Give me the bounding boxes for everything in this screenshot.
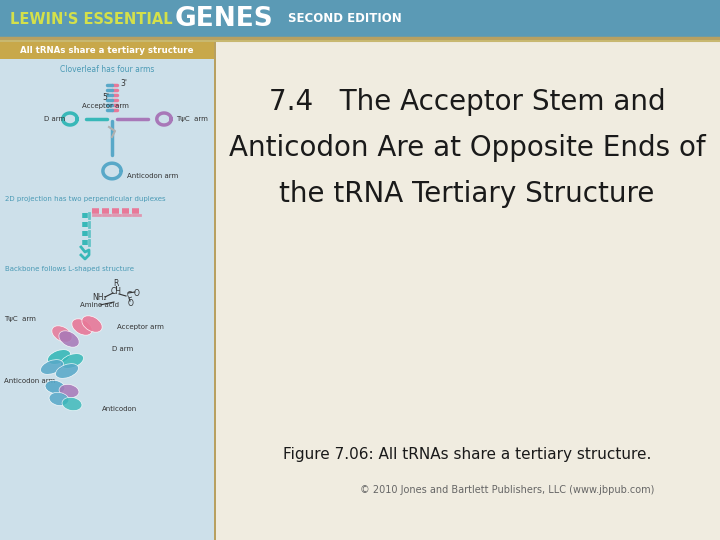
FancyBboxPatch shape <box>214 42 216 540</box>
Ellipse shape <box>48 349 71 364</box>
Text: GENES: GENES <box>175 6 274 32</box>
Text: CH: CH <box>110 287 122 296</box>
Text: © 2010 Jones and Bartlett Publishers, LLC (www.jbpub.com): © 2010 Jones and Bartlett Publishers, LL… <box>360 485 654 495</box>
Ellipse shape <box>40 360 63 374</box>
Text: Cloverleaf has four arms: Cloverleaf has four arms <box>60 65 154 75</box>
FancyBboxPatch shape <box>0 0 720 38</box>
Text: Figure 7.06: All tRNAs share a tertiary structure.: Figure 7.06: All tRNAs share a tertiary … <box>283 448 651 462</box>
Text: TψC  arm: TψC arm <box>4 316 36 322</box>
Text: O: O <box>128 299 134 307</box>
Text: TψC  arm: TψC arm <box>176 116 208 122</box>
FancyBboxPatch shape <box>0 42 214 59</box>
Text: NH₂: NH₂ <box>93 294 107 302</box>
Text: 3': 3' <box>120 78 127 87</box>
Text: R: R <box>113 279 119 287</box>
Text: C: C <box>127 291 132 300</box>
Ellipse shape <box>62 397 82 410</box>
FancyBboxPatch shape <box>0 42 214 540</box>
Ellipse shape <box>55 363 78 379</box>
Text: Anticodon: Anticodon <box>102 406 138 412</box>
Text: Amino acid: Amino acid <box>80 302 119 308</box>
Text: Backbone follows L-shaped structure: Backbone follows L-shaped structure <box>5 266 134 272</box>
Text: 2D projection has two perpendicular duplexes: 2D projection has two perpendicular dupl… <box>5 196 166 202</box>
Ellipse shape <box>59 331 79 347</box>
Ellipse shape <box>82 316 102 332</box>
Ellipse shape <box>72 319 92 335</box>
Text: Anticodon arm: Anticodon arm <box>4 378 55 384</box>
Text: Acceptor arm: Acceptor arm <box>117 324 164 330</box>
Ellipse shape <box>52 326 72 342</box>
Text: 5': 5' <box>102 93 109 103</box>
Text: O: O <box>134 288 140 298</box>
Ellipse shape <box>60 354 84 368</box>
Text: D arm: D arm <box>44 116 66 122</box>
Text: Anticodon Are at Opposite Ends of: Anticodon Are at Opposite Ends of <box>229 134 706 162</box>
Text: LEWIN'S ESSENTIAL: LEWIN'S ESSENTIAL <box>10 11 173 26</box>
Text: Acceptor arm: Acceptor arm <box>82 103 129 109</box>
Text: Anticodon arm: Anticodon arm <box>127 173 179 179</box>
Text: D arm: D arm <box>112 346 133 352</box>
Text: SECOND EDITION: SECOND EDITION <box>288 12 402 25</box>
Ellipse shape <box>49 393 69 406</box>
Text: the tRNA Tertiary Structure: the tRNA Tertiary Structure <box>279 180 654 208</box>
FancyBboxPatch shape <box>214 42 720 540</box>
Text: 7.4   The Acceptor Stem and: 7.4 The Acceptor Stem and <box>269 88 665 116</box>
Text: All tRNAs share a tertiary structure: All tRNAs share a tertiary structure <box>20 46 194 55</box>
Ellipse shape <box>45 380 65 394</box>
Ellipse shape <box>59 384 79 397</box>
